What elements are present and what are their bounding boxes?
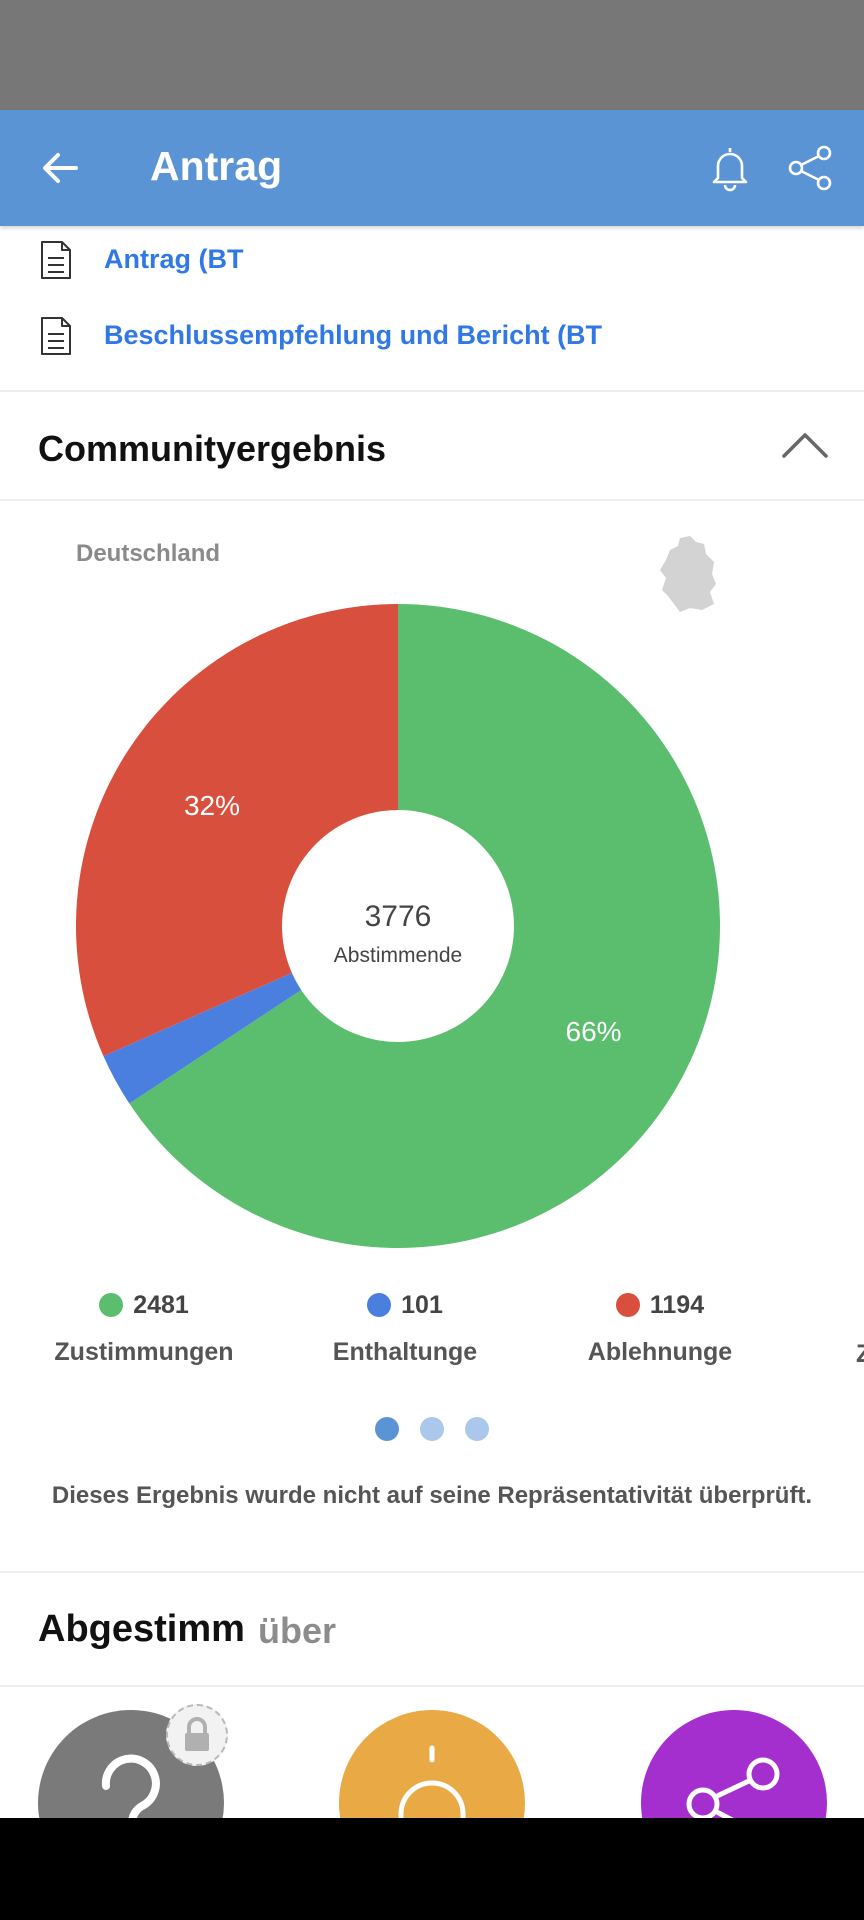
pager-dot-3[interactable] bbox=[465, 1417, 489, 1441]
page-title: Antrag bbox=[150, 143, 283, 189]
document-link-label[interactable]: Antrag (BT bbox=[104, 244, 244, 274]
germany-map-icon[interactable] bbox=[656, 534, 720, 614]
chevron-up-icon[interactable] bbox=[780, 428, 830, 462]
slice-percent-label: 66% bbox=[566, 1016, 622, 1047]
legend-dot bbox=[615, 1293, 640, 1317]
legend-item-ablehnungen: 1194 Ablehnunge bbox=[560, 1290, 760, 1370]
status-bar bbox=[0, 0, 864, 110]
donut-chart: 3776 Abstimmende 66% 32% bbox=[75, 604, 721, 1248]
center-label: Abstimmende bbox=[334, 944, 462, 967]
legend-value: 101 bbox=[401, 1290, 443, 1319]
legend-label: Enthaltunge bbox=[332, 1338, 478, 1366]
lock-badge bbox=[166, 1704, 228, 1766]
slice-percent-label: 32% bbox=[184, 790, 240, 821]
divider bbox=[0, 390, 864, 392]
legend-label: Zustimmungen bbox=[54, 1338, 234, 1366]
bell-icon bbox=[398, 1745, 466, 1863]
region-label: Deutschland bbox=[76, 540, 221, 567]
divider bbox=[0, 1685, 864, 1687]
question-icon bbox=[101, 1754, 160, 1846]
donut-hole bbox=[282, 810, 514, 1042]
app-bar: Antrag bbox=[0, 110, 864, 226]
document-icon bbox=[41, 241, 71, 279]
divider bbox=[0, 499, 864, 501]
bell-icon[interactable] bbox=[706, 144, 754, 192]
share-icon[interactable] bbox=[786, 144, 834, 192]
divider bbox=[0, 1571, 864, 1573]
document-link-antrag[interactable]: Antrag (BT bbox=[0, 226, 864, 296]
lock-icon bbox=[185, 1717, 209, 1751]
legend-label: Ablehnunge bbox=[587, 1338, 733, 1366]
legend-item-enthaltungen: 101 Enthaltunge bbox=[305, 1290, 505, 1370]
voted-section-subtitle: über bbox=[258, 1610, 337, 1651]
legend-value: 2481 bbox=[133, 1290, 189, 1319]
community-section-title: Communityergebnis bbox=[38, 428, 387, 469]
arrow-left-icon[interactable] bbox=[36, 144, 84, 192]
legend-dot bbox=[367, 1293, 392, 1317]
legend-item-zustimmungen: 2481 Zustimmungen bbox=[44, 1290, 244, 1370]
voted-section-title: Abgestimm bbox=[38, 1608, 245, 1650]
document-link-beschlussempfehlung[interactable]: Beschlussempfehlung und Bericht (BT bbox=[0, 302, 864, 372]
legend-label-clipped: Z bbox=[856, 1340, 864, 1368]
system-navigation-bar bbox=[0, 1818, 864, 1920]
pager-dot-2[interactable] bbox=[420, 1417, 444, 1441]
representativity-note: Dieses Ergebnis wurde nicht auf seine Re… bbox=[51, 1482, 813, 1509]
document-icon bbox=[41, 317, 71, 355]
pager-dot-1[interactable] bbox=[375, 1417, 399, 1441]
center-value: 3776 bbox=[365, 900, 432, 933]
legend-dot bbox=[99, 1293, 124, 1317]
document-link-label[interactable]: Beschlussempfehlung und Bericht (BT bbox=[104, 320, 603, 350]
legend-value: 1194 bbox=[649, 1290, 705, 1319]
